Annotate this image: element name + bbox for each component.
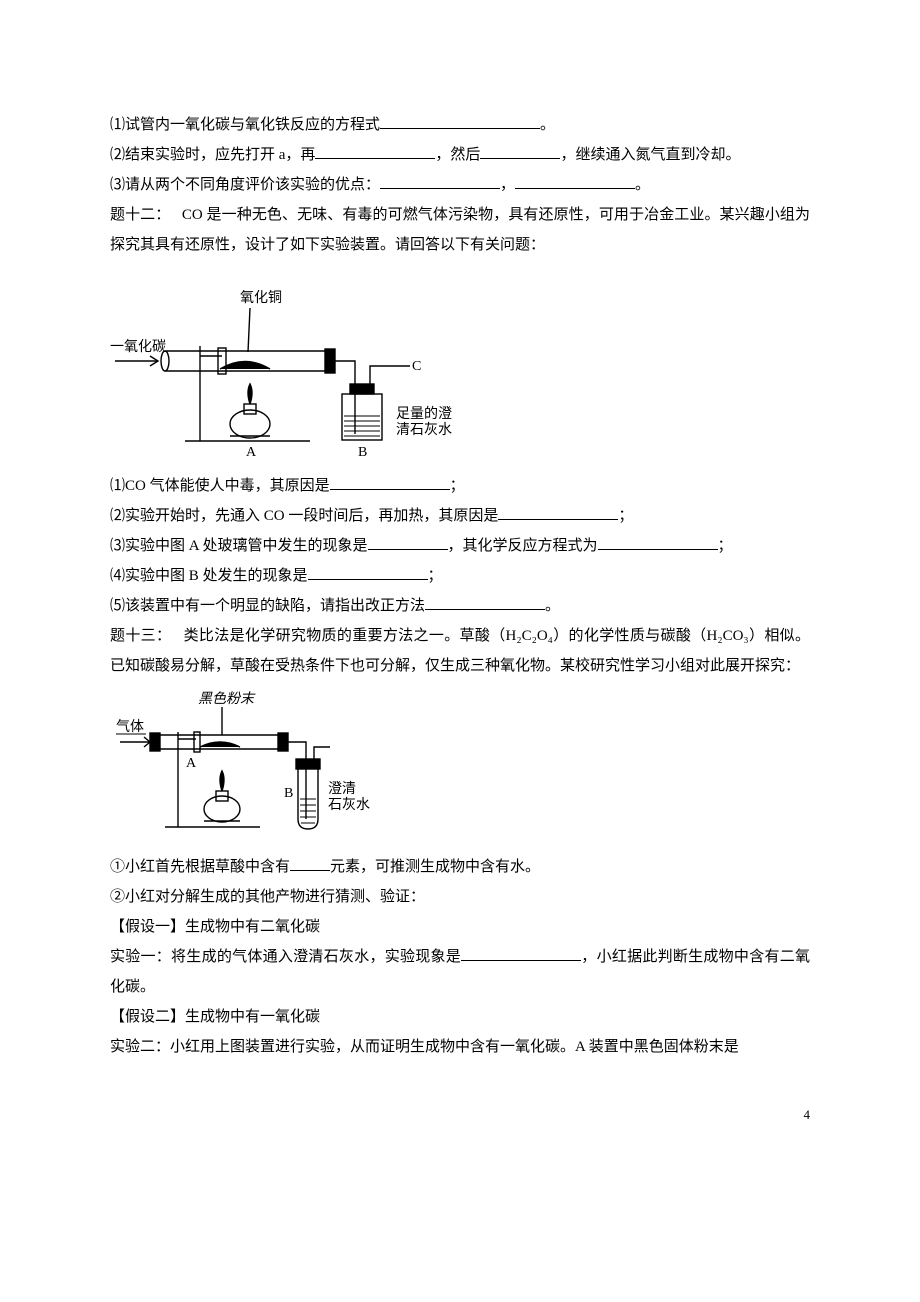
q12-intro: 题十二： CO 是一种无色、无味、有毒的可燃气体污染物，具有还原性，可用于冶金工… [110,200,810,260]
label-lime13a: 澄清 [328,781,356,797]
blank [461,944,581,962]
label-cuO: 氧化铜 [240,290,282,306]
q12-p2-suffix: ； [618,508,633,524]
q11-line2-prefix: ⑵结束实验时，应先打开 a，再 [110,147,315,163]
label-A13: A [186,756,197,771]
q12-p1-suffix: ； [450,478,465,494]
q13-p1: ①小红首先根据草酸中含有 元素，可推测生成物中含有水。 [110,852,810,882]
page-number: 4 [110,1102,810,1128]
q12-p2-prefix: ⑵实验开始时，先通入 CO 一段时间后，再加热，其原因是 [110,508,498,524]
blank [598,533,718,551]
blank [330,473,450,491]
q12-p1-prefix: ⑴CO 气体能使人中毒，其原因是 [110,478,330,494]
q13-figure: 气体 黑色粉末 A B 澄清 石灰水 [110,687,810,848]
blank [498,503,618,521]
q13-hyp1: 【假设一】生成物中有二氧化碳 [110,912,810,942]
q12-p5-prefix: ⑸该装置中有一个明显的缺陷，请指出改正方法 [110,598,425,614]
q12-p3-suffix: ； [718,538,733,554]
label-co-in: 一氧化碳 [110,339,166,355]
blank [315,142,435,160]
q12-p2: ⑵实验开始时，先通入 CO 一段时间后，再加热，其原因是 ； [110,501,810,531]
q12-p4-prefix: ⑷实验中图 B 处发生的现象是 [110,568,308,584]
q13-exp2: 实验二：小红用上图装置进行实验，从而证明生成物中含有一氧化碳。A 装置中黑色固体… [110,1032,810,1062]
q13-p1-prefix: ①小红首先根据草酸中含有 [110,859,290,875]
label-lime1: 足量的澄 [396,406,452,422]
q12-p4-suffix: ； [428,568,443,584]
blank [308,563,428,581]
q11-line1: ⑴试管内一氧化碳与氧化铁反应的方程式 。 [110,110,810,140]
q13-title: 题十三： [110,628,171,644]
q12-p3: ⑶实验中图 A 处玻璃管中发生的现象是 ，其化学反应方程式为 ； [110,531,810,561]
label-C: C [412,359,421,374]
q13-intro: 题十三： 类比法是化学研究物质的重要方法之一。草酸（H₂C₂O₄）的化学性质与碳… [110,621,810,681]
blank [480,142,560,160]
label-gas: 气体 [116,719,144,735]
q12-title: 题十二： [110,207,170,223]
blank [368,533,448,551]
q12-p3-prefix: ⑶实验中图 A 处玻璃管中发生的现象是 [110,538,368,554]
label-B13: B [284,786,293,801]
q11-line2-mid2: ，继续通入氮气直到冷却。 [560,147,740,163]
q11-line1-prefix: ⑴试管内一氧化碳与氧化铁反应的方程式 [110,117,380,133]
q12-p1: ⑴CO 气体能使人中毒，其原因是 ； [110,471,810,501]
q12-figure: 氧化铜 一氧化碳 A B C 足量的澄 清石灰水 [110,266,810,467]
q12-p4: ⑷实验中图 B 处发生的现象是 ； [110,561,810,591]
q11-line3-suffix: 。 [635,177,650,193]
q11-line3-sep: ， [500,177,515,193]
label-B: B [358,445,367,456]
blank [515,172,635,190]
blank [425,593,545,611]
q11-line2: ⑵结束实验时，应先打开 a，再 ，然后 ，继续通入氮气直到冷却。 [110,140,810,170]
q13-p1-suffix: 元素，可推测生成物中含有水。 [330,859,540,875]
blank [380,172,500,190]
q13-p2: ②小红对分解生成的其他产物进行猜测、验证： [110,882,810,912]
q12-intro-text: CO 是一种无色、无味、有毒的可燃气体污染物，具有还原性，可用于冶金工业。某兴趣… [110,207,810,253]
q12-p5-suffix: 。 [545,598,560,614]
label-A: A [246,445,257,456]
blank [290,854,330,872]
q11-line3-prefix: ⑶请从两个不同角度评价该实验的优点： [110,177,380,193]
q11-line1-suffix: 。 [540,117,555,133]
q12-p3-mid: ，其化学反应方程式为 [448,538,598,554]
q13-hyp2: 【假设二】生成物中有一氧化碳 [110,1002,810,1032]
label-black-powder: 黑色粉末 [198,691,256,707]
q13-exp1: 实验一：将生成的气体通入澄清石灰水，实验现象是，小红据此判断生成物中含有二氧化碳… [110,942,810,1002]
q13-exp1-prefix: 实验一：将生成的气体通入澄清石灰水，实验现象是 [110,949,461,965]
q13-intro-text: 类比法是化学研究物质的重要方法之一。草酸（H₂C₂O₄）的化学性质与碳酸（H₂C… [110,628,810,674]
q12-p5: ⑸该装置中有一个明显的缺陷，请指出改正方法 。 [110,591,810,621]
q11-line3: ⑶请从两个不同角度评价该实验的优点： ， 。 [110,170,810,200]
blank [380,112,540,130]
label-lime2: 清石灰水 [396,422,452,438]
q11-line2-mid1: ，然后 [435,147,480,163]
label-lime13b: 石灰水 [328,797,370,813]
